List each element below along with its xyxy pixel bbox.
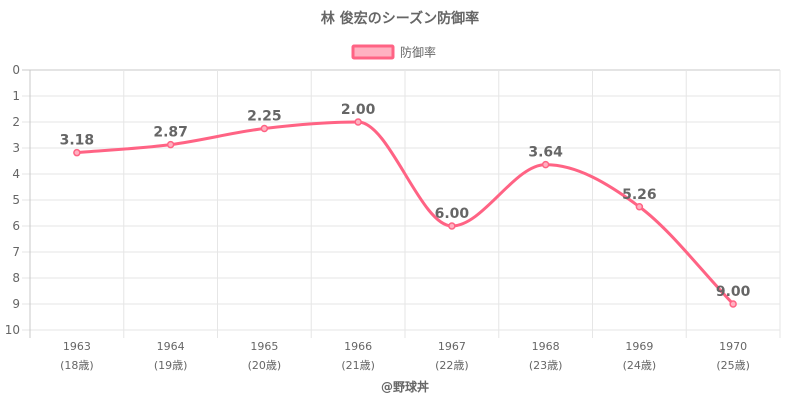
grid bbox=[22, 69, 781, 338]
chart-title: 林 俊宏のシーズン防御率 bbox=[321, 10, 479, 27]
y-tick-label: 0 bbox=[12, 63, 20, 77]
data-label: 6.00 bbox=[435, 206, 470, 222]
data-label: 5.26 bbox=[622, 187, 657, 203]
data-label: 2.87 bbox=[153, 125, 188, 141]
series-line bbox=[76, 120, 735, 306]
x-tick-sublabel: (22歳) bbox=[435, 359, 469, 372]
x-tick-label: 1968 bbox=[532, 340, 560, 353]
data-label: 3.18 bbox=[60, 133, 95, 149]
legend[interactable]: 防御率 bbox=[351, 44, 436, 60]
y-tick-label: 2 bbox=[12, 115, 20, 129]
y-tick-label: 8 bbox=[12, 271, 20, 285]
y-tick-label: 10 bbox=[5, 323, 20, 337]
x-tick-label: 1964 bbox=[157, 340, 185, 353]
x-tick-sublabel: (25歳) bbox=[716, 359, 750, 372]
x-tick-sublabel: (19歳) bbox=[154, 359, 188, 372]
x-tick-label: 1966 bbox=[344, 340, 372, 353]
data-point[interactable] bbox=[729, 300, 737, 308]
y-tick-label: 5 bbox=[12, 193, 20, 207]
x-tick-sublabel: (20歳) bbox=[248, 359, 282, 372]
x-tick-label: 1967 bbox=[438, 340, 466, 353]
data-labels: 3.18 2.87 2.25 2.00 6.00 3.64 5.26 9.00 bbox=[60, 102, 751, 300]
data-point[interactable] bbox=[448, 222, 456, 230]
data-label: 3.64 bbox=[528, 145, 563, 161]
x-axis: 1963 (18歳) 1964 (19歳) 1965 (20歳) 1966 (21歳) 1967… bbox=[60, 340, 750, 372]
data-point[interactable] bbox=[260, 124, 269, 133]
data-point[interactable] bbox=[354, 118, 362, 126]
x-tick-label: 1969 bbox=[625, 340, 653, 353]
y-tick-label: 1 bbox=[12, 89, 20, 103]
data-point[interactable] bbox=[541, 160, 550, 169]
x-tick-sublabel: (23歳) bbox=[529, 359, 563, 372]
data-label: 2.00 bbox=[341, 102, 376, 118]
y-tick-label: 7 bbox=[12, 245, 20, 259]
x-tick-sublabel: (24歳) bbox=[623, 359, 657, 372]
x-tick-sublabel: (18歳) bbox=[60, 359, 94, 372]
x-tick-sublabel: (21歳) bbox=[341, 359, 375, 372]
x-tick-label: 1965 bbox=[250, 340, 278, 353]
y-tick-label: 9 bbox=[12, 297, 20, 311]
data-point[interactable] bbox=[166, 140, 175, 149]
y-tick-label: 4 bbox=[12, 167, 20, 181]
legend-swatch bbox=[351, 44, 395, 60]
y-tick-label: 6 bbox=[12, 219, 20, 233]
x-axis-label: @野球丼 bbox=[381, 379, 429, 394]
legend-label: 防御率 bbox=[400, 45, 436, 60]
data-label: 2.25 bbox=[247, 109, 282, 125]
x-tick-label: 1970 bbox=[719, 340, 747, 353]
y-tick-label: 3 bbox=[12, 141, 20, 155]
data-label: 9.00 bbox=[716, 284, 751, 300]
data-point[interactable] bbox=[635, 203, 644, 211]
y-axis: 0 1 2 3 4 5 6 7 8 9 10 bbox=[5, 63, 20, 337]
data-points bbox=[73, 118, 737, 308]
data-point[interactable] bbox=[73, 148, 81, 157]
x-tick-label: 1963 bbox=[63, 340, 91, 353]
